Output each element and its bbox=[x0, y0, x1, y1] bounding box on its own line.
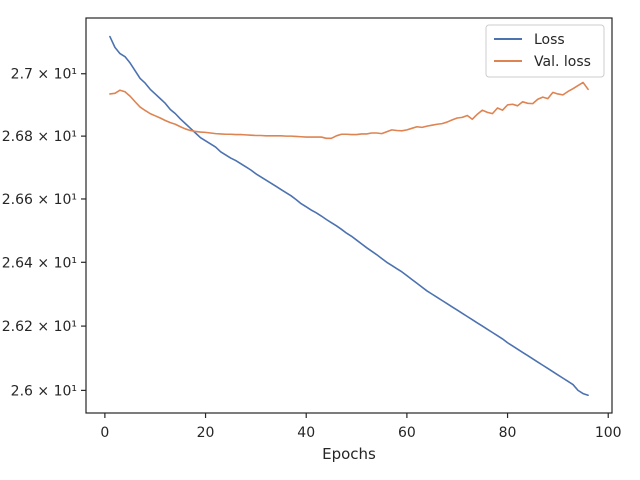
x-tick-label: 100 bbox=[595, 425, 622, 441]
y-tick-label: 2.64 × 10¹ bbox=[2, 255, 77, 271]
x-tick-label: 60 bbox=[398, 425, 416, 441]
legend: Loss Val. loss bbox=[485, 24, 605, 78]
plot-frame bbox=[85, 17, 613, 414]
y-tick-label: 2.66 × 10¹ bbox=[2, 192, 77, 208]
y-tick-label: 2.7 × 10¹ bbox=[11, 67, 77, 83]
x-axis-ticks: 0 20 40 60 80 100 bbox=[100, 413, 622, 441]
x-axis-title: Epochs bbox=[322, 445, 376, 463]
y-tick-label: 2.6 × 10¹ bbox=[11, 383, 77, 399]
legend-label-val-loss: Val. loss bbox=[534, 54, 591, 70]
series-line-loss bbox=[109, 35, 589, 397]
plot-background bbox=[86, 18, 612, 413]
y-tick-label: 2.68 × 10¹ bbox=[2, 129, 77, 145]
x-tick-label: 0 bbox=[100, 425, 109, 441]
x-tick-label: 40 bbox=[297, 425, 315, 441]
y-axis-ticks: 2.6 × 10¹ 2.62 × 10¹ 2.64 × 10¹ 2.66 × 10¹ 2… bbox=[2, 67, 86, 399]
x-tick-label: 20 bbox=[197, 425, 215, 441]
x-tick-label: 80 bbox=[499, 425, 517, 441]
series-line-val-loss bbox=[109, 81, 589, 140]
legend-label-loss: Loss bbox=[534, 32, 565, 48]
series-layer bbox=[109, 35, 589, 397]
y-tick-label: 2.62 × 10¹ bbox=[2, 319, 77, 335]
